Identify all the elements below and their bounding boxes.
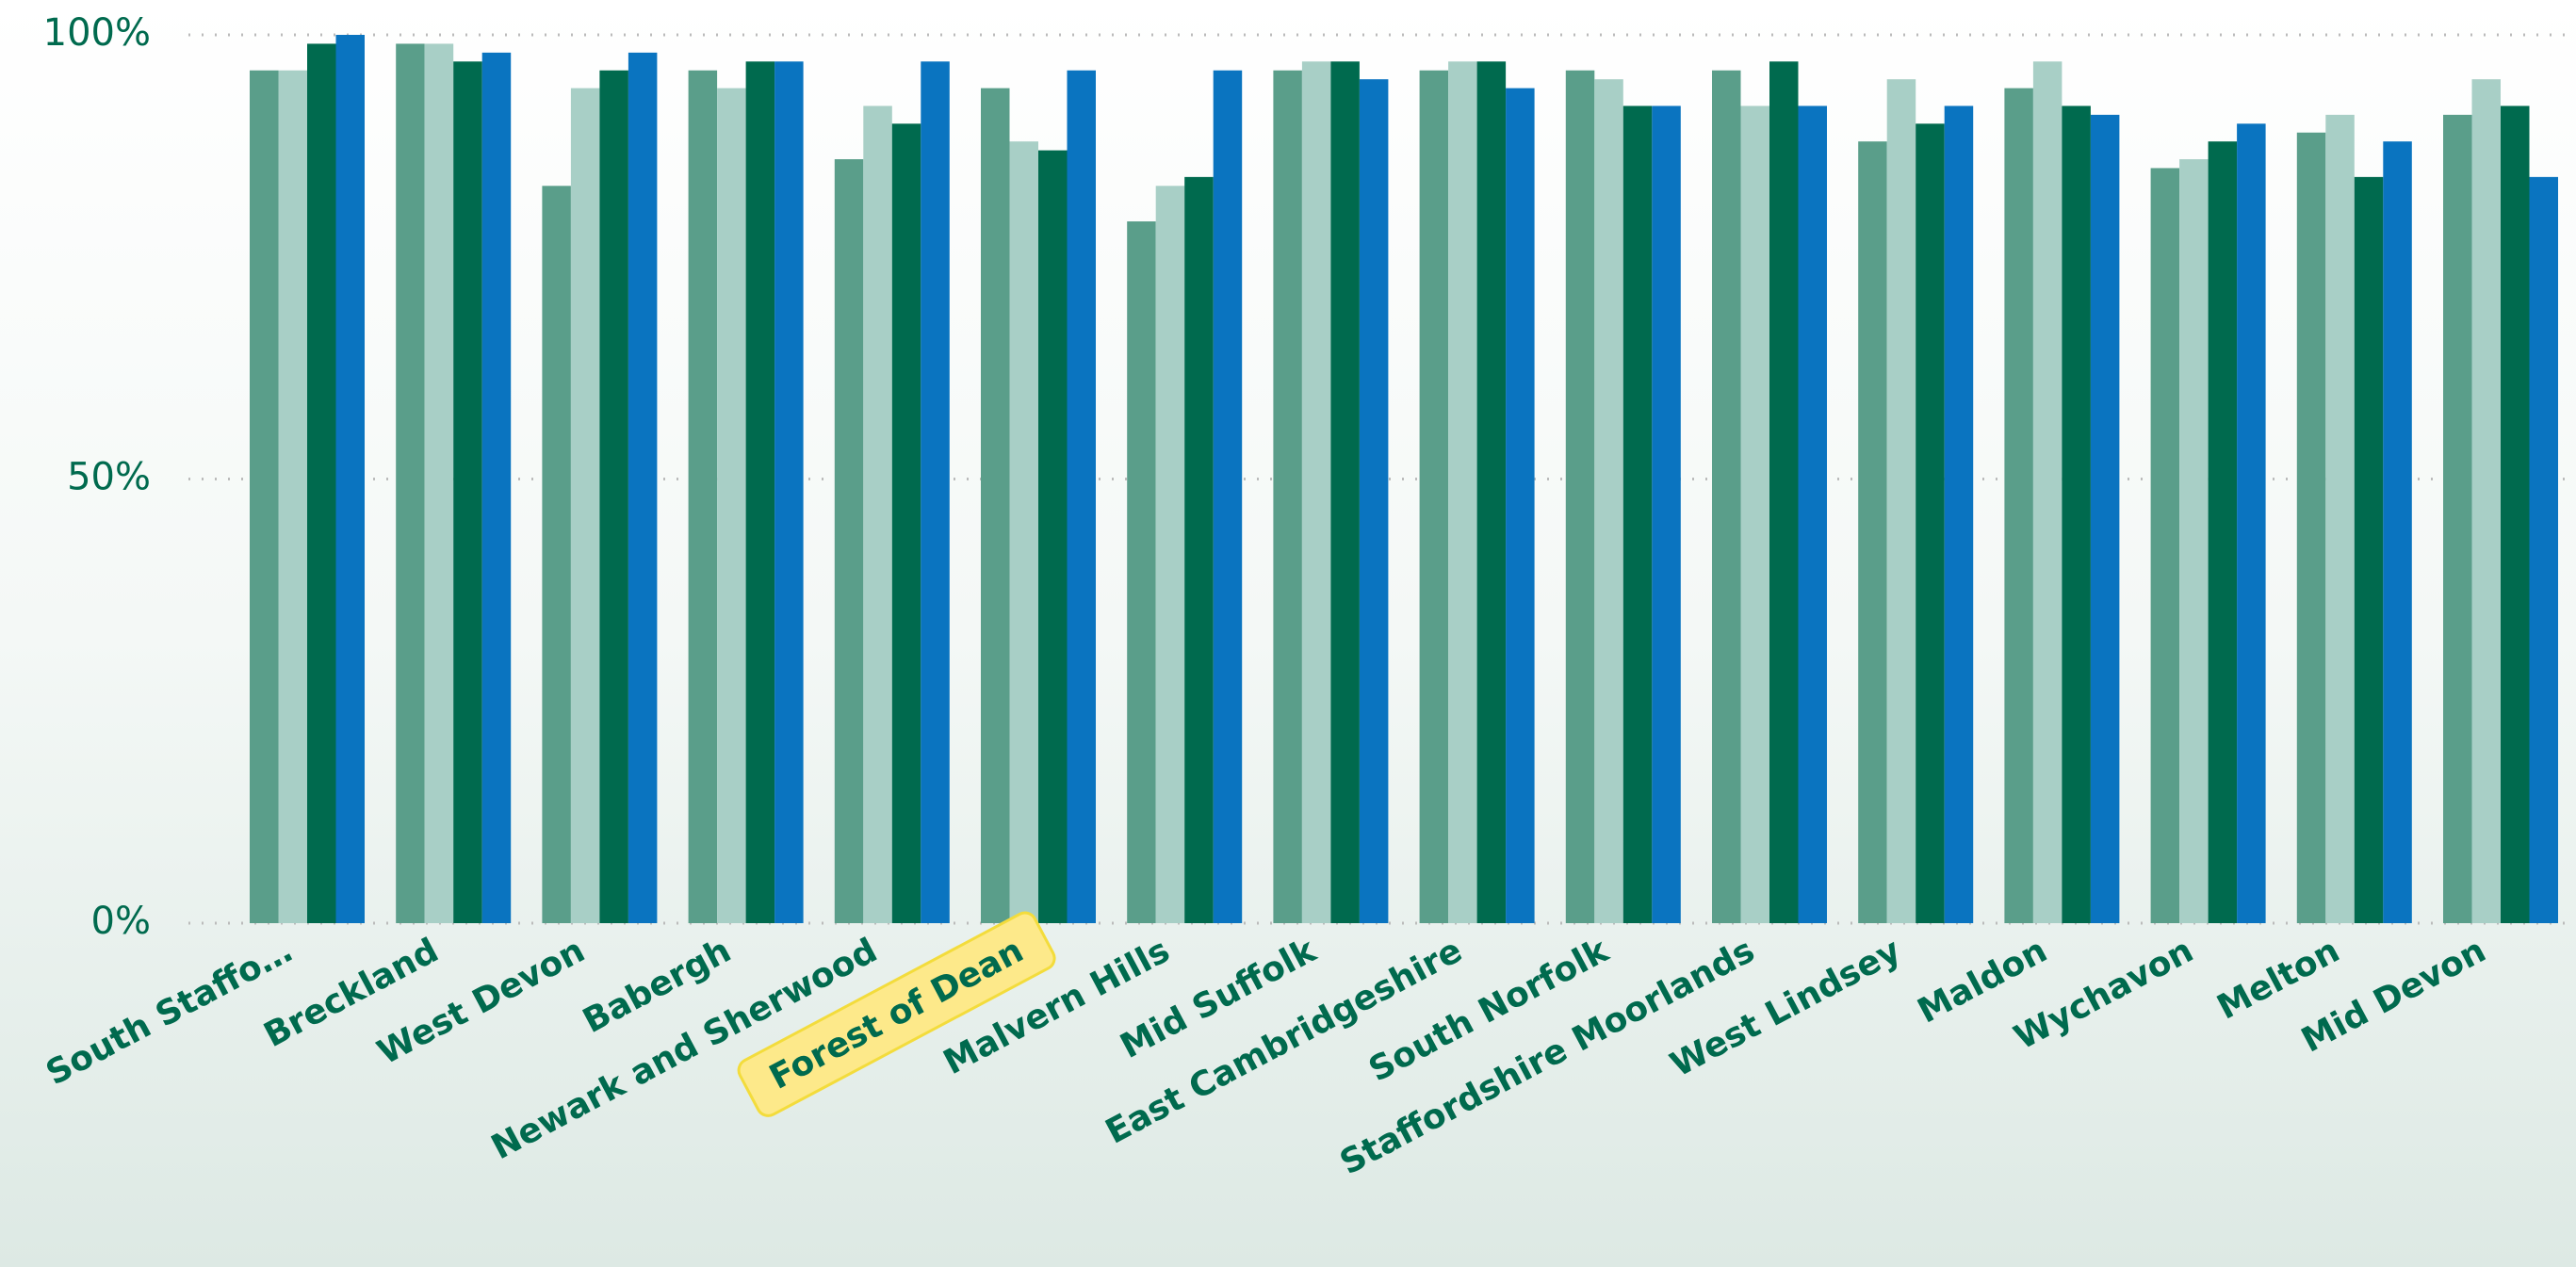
bar — [2296, 132, 2326, 924]
highlight — [737, 911, 1056, 1117]
bar — [1886, 79, 1916, 923]
bar — [307, 43, 336, 924]
bar — [2237, 123, 2266, 924]
bar — [1038, 150, 1068, 924]
bar — [250, 70, 279, 924]
bar — [1330, 61, 1360, 924]
bar — [396, 43, 425, 924]
bar — [688, 70, 718, 924]
bar — [2354, 176, 2384, 923]
bar — [1273, 70, 1302, 924]
bar — [542, 186, 571, 923]
bar — [599, 70, 628, 924]
bar — [1476, 61, 1507, 924]
bar — [2501, 106, 2530, 923]
bar — [1127, 221, 1156, 923]
bar — [1622, 106, 1653, 923]
bar — [1301, 61, 1331, 924]
bar — [2208, 141, 2238, 923]
bar — [424, 43, 454, 924]
bar — [2062, 106, 2091, 923]
bar — [1858, 141, 1887, 923]
bar — [2004, 88, 2033, 923]
bar — [335, 35, 365, 923]
bar — [981, 88, 1010, 923]
y-tick-label: 100% — [43, 11, 151, 55]
bar — [1359, 79, 1389, 923]
bar — [1448, 61, 1477, 924]
bar — [1419, 70, 1449, 924]
bar — [570, 88, 600, 923]
bar — [1944, 106, 1974, 923]
bar — [1184, 176, 1214, 923]
bar — [481, 52, 512, 924]
bar — [834, 159, 864, 923]
bar — [2383, 141, 2412, 923]
bar — [2150, 168, 2180, 923]
bar — [2471, 79, 2501, 923]
bar — [1594, 79, 1623, 923]
bar — [2032, 61, 2062, 924]
y-tick-label: 50% — [67, 456, 151, 499]
bar — [453, 61, 482, 924]
bar — [1213, 70, 1243, 924]
bar — [1916, 123, 1945, 924]
bar — [628, 52, 658, 924]
bar — [2179, 159, 2209, 923]
bar — [1769, 61, 1799, 924]
bar — [1155, 186, 1185, 923]
bar — [1506, 88, 1535, 923]
bar — [1067, 70, 1096, 924]
bar — [717, 88, 746, 923]
bar — [278, 70, 307, 924]
bar — [2325, 114, 2355, 924]
bar — [1798, 106, 1827, 923]
bar — [745, 61, 775, 924]
bar — [2529, 176, 2558, 923]
y-tick-label: 0% — [91, 900, 151, 943]
bar — [863, 106, 892, 923]
bar — [1009, 141, 1038, 923]
bar — [1565, 70, 1595, 924]
bar — [2443, 114, 2472, 924]
bar — [891, 123, 921, 924]
bar — [1712, 70, 1741, 924]
bar — [2090, 114, 2120, 924]
bar — [1652, 106, 1681, 923]
bar — [774, 61, 804, 924]
bar — [1740, 106, 1769, 923]
bar — [921, 61, 950, 924]
